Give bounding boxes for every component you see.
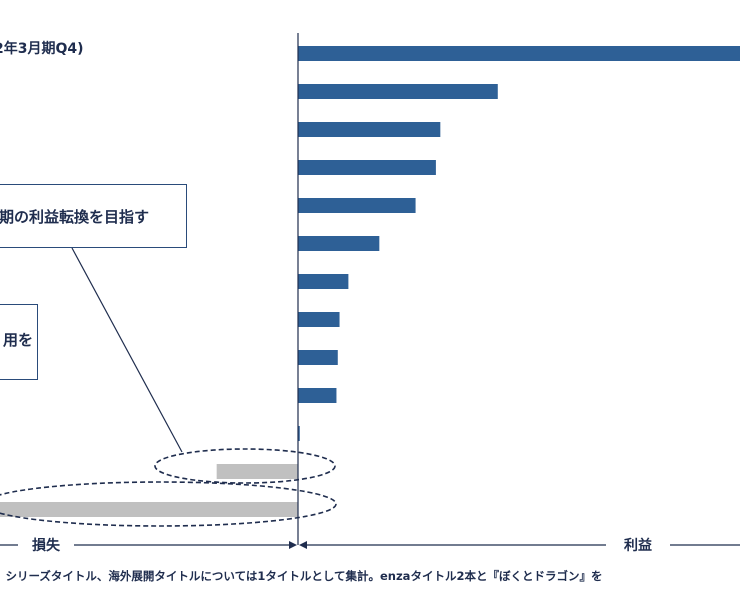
bar-11 — [298, 426, 300, 441]
bar-10 — [298, 388, 337, 403]
bar-2 — [298, 84, 498, 99]
callout-connector-line — [71, 247, 183, 453]
loss-highlight-ellipse-small — [154, 448, 336, 484]
footnote: 。シリーズタイトル、海外展開タイトルについては1タイトルとして集計。enzaタイ… — [0, 569, 603, 583]
bar-7 — [298, 274, 349, 289]
loss-highlight-ellipse-large — [0, 481, 337, 527]
bar-5 — [298, 198, 416, 213]
bar-4 — [298, 160, 436, 175]
chart-title: 2年3月期Q4) — [0, 41, 84, 57]
bar-6 — [298, 236, 380, 251]
bar-12 — [216, 464, 298, 479]
callout-box-cost: 用を — [0, 304, 38, 380]
callout-text-profit-turnaround: 期の利益転換を目指す — [0, 208, 150, 226]
bar-9 — [298, 350, 338, 365]
bar-3 — [298, 122, 441, 137]
bar-13 — [0, 502, 298, 517]
bar-8 — [298, 312, 340, 327]
loss-axis-label: 損失 — [32, 537, 61, 554]
bars-group — [0, 46, 740, 517]
profit-axis-arrowhead — [299, 541, 307, 549]
profit-axis-label: 利益 — [624, 537, 652, 554]
callout-text-cost: 用を — [3, 331, 34, 349]
loss-axis-arrowhead — [289, 541, 297, 549]
callout-box-profit-turnaround: 期の利益転換を目指す — [0, 184, 187, 248]
bar-1 — [298, 46, 740, 61]
